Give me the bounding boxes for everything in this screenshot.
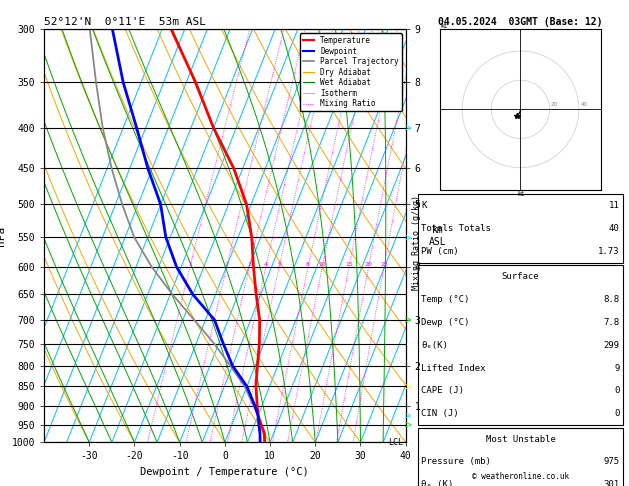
Text: 9: 9 — [614, 364, 620, 373]
Text: 10: 10 — [318, 262, 326, 267]
Text: 0: 0 — [614, 409, 620, 418]
Text: 25: 25 — [380, 262, 388, 267]
Text: 2: 2 — [225, 262, 228, 267]
Text: >: > — [404, 419, 412, 430]
Text: >: > — [404, 411, 412, 420]
Text: Totals Totals: Totals Totals — [421, 224, 491, 233]
Text: θₑ(K): θₑ(K) — [421, 341, 448, 350]
Text: Surface: Surface — [502, 272, 539, 281]
Text: 15: 15 — [345, 262, 353, 267]
Text: >: > — [404, 315, 412, 325]
Text: 3: 3 — [247, 262, 251, 267]
Text: kt: kt — [440, 23, 447, 29]
Text: 299: 299 — [603, 341, 620, 350]
Text: PW (cm): PW (cm) — [421, 247, 459, 256]
Text: 1: 1 — [188, 262, 192, 267]
Text: 0: 0 — [614, 386, 620, 396]
Text: Lifted Index: Lifted Index — [421, 364, 486, 373]
Text: >: > — [404, 123, 412, 133]
Text: 40: 40 — [609, 224, 620, 233]
Text: 52°12'N  0°11'E  53m ASL: 52°12'N 0°11'E 53m ASL — [44, 17, 206, 27]
Legend: Temperature, Dewpoint, Parcel Trajectory, Dry Adiabat, Wet Adiabat, Isotherm, Mi: Temperature, Dewpoint, Parcel Trajectory… — [299, 33, 402, 111]
Text: LCL: LCL — [389, 438, 403, 447]
Text: θₑ (K): θₑ (K) — [421, 480, 454, 486]
Text: >: > — [404, 232, 412, 242]
Text: 04.05.2024  03GMT (Base: 12): 04.05.2024 03GMT (Base: 12) — [438, 17, 603, 27]
Text: 20: 20 — [365, 262, 372, 267]
Text: CAPE (J): CAPE (J) — [421, 386, 464, 396]
Text: Dewp (°C): Dewp (°C) — [421, 318, 470, 327]
Text: 5: 5 — [277, 262, 281, 267]
Text: 975: 975 — [603, 457, 620, 467]
Text: 1.73: 1.73 — [598, 247, 620, 256]
Text: 301: 301 — [603, 480, 620, 486]
Text: 20: 20 — [551, 103, 558, 107]
Text: 4: 4 — [264, 262, 268, 267]
Text: >: > — [404, 382, 412, 392]
Text: 7.8: 7.8 — [603, 318, 620, 327]
Text: Temp (°C): Temp (°C) — [421, 295, 470, 304]
Text: Pressure (mb): Pressure (mb) — [421, 457, 491, 467]
Text: 8: 8 — [306, 262, 310, 267]
Y-axis label: hPa: hPa — [0, 226, 6, 246]
Text: © weatheronline.co.uk: © weatheronline.co.uk — [472, 472, 569, 481]
Y-axis label: km
ASL: km ASL — [428, 225, 446, 246]
Text: K: K — [421, 201, 427, 210]
Text: Most Unstable: Most Unstable — [486, 434, 555, 444]
X-axis label: Dewpoint / Temperature (°C): Dewpoint / Temperature (°C) — [140, 467, 309, 477]
Text: 8.8: 8.8 — [603, 295, 620, 304]
Text: Mixing Ratio (g/kg): Mixing Ratio (g/kg) — [412, 195, 421, 291]
X-axis label: kt: kt — [517, 191, 524, 197]
Text: 11: 11 — [609, 201, 620, 210]
Text: 40: 40 — [581, 103, 587, 107]
Text: CIN (J): CIN (J) — [421, 409, 459, 418]
